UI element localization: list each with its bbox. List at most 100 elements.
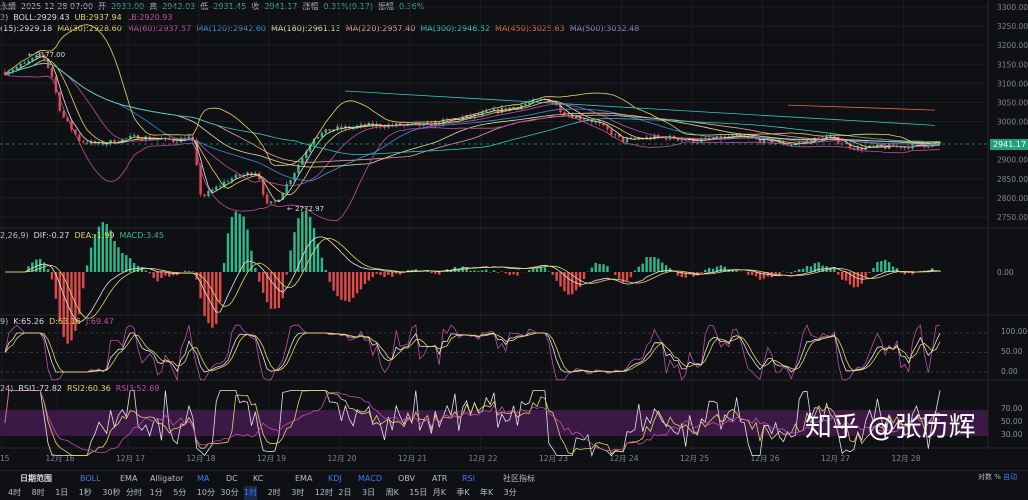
indicator-2[interactable]: EMA xyxy=(120,474,138,483)
date-tick: 12月 23 xyxy=(539,454,568,463)
candle xyxy=(359,124,363,126)
macd-bar xyxy=(574,272,578,291)
timeframe-2[interactable]: 1日 xyxy=(55,488,69,497)
indicator-9[interactable]: MACD xyxy=(358,474,382,483)
candle xyxy=(308,144,312,152)
macd-bar xyxy=(884,259,887,272)
price-tick: 3100.00 xyxy=(997,79,1028,88)
macd-bar xyxy=(469,270,472,272)
candle xyxy=(19,63,22,67)
indicator-6[interactable]: KC xyxy=(253,474,264,483)
rsi1: RSI1:72.82 xyxy=(18,384,62,393)
timeframe-11[interactable]: 2时 xyxy=(267,488,281,497)
candle xyxy=(35,55,38,58)
chart-canvas[interactable]: 3300.00 3250.00 3200.00 3150.00 3100.00 3050.… xyxy=(0,0,1028,470)
log-scale-toggle[interactable]: 对数 xyxy=(978,473,992,481)
candle xyxy=(109,139,112,144)
candle xyxy=(598,121,601,124)
timeframe-4[interactable]: 30秒 xyxy=(102,488,121,497)
macd-bar xyxy=(590,267,594,272)
percent-toggle[interactable]: % xyxy=(994,473,1001,481)
date-tick: 12月 18 xyxy=(187,454,216,463)
indicator-4[interactable]: MA xyxy=(197,474,210,483)
indicator-10[interactable]: OBV xyxy=(398,474,416,483)
macd-bar xyxy=(731,270,734,272)
candle xyxy=(140,139,144,141)
macd-bar xyxy=(125,255,128,272)
timeframe-13[interactable]: 12时 xyxy=(314,488,333,497)
indicator-12[interactable]: RSI xyxy=(462,474,475,483)
candle xyxy=(58,92,61,111)
date-tick: 12月 20 xyxy=(328,454,357,463)
candle xyxy=(641,138,644,140)
indicator-3[interactable]: Alligator xyxy=(150,474,184,483)
timeframe-16[interactable]: 周K xyxy=(385,488,399,497)
indicator-0[interactable]: 日期范围 xyxy=(20,474,52,483)
timeframe-21[interactable]: 3分 xyxy=(503,488,517,497)
timeframe-1[interactable]: 8时 xyxy=(31,488,45,497)
ma-legend-item: MA(300):2946.52 xyxy=(420,24,491,33)
timeframe-12[interactable]: 3时 xyxy=(291,488,305,497)
indicator-1[interactable]: BOLL xyxy=(80,474,101,483)
ma-line xyxy=(4,59,941,196)
auto-scale-toggle[interactable]: 自动 xyxy=(1003,473,1018,481)
macd-bar xyxy=(488,272,492,273)
timeframe-10[interactable]: 1时 xyxy=(244,486,258,500)
macd-bar xyxy=(477,271,480,272)
candle xyxy=(762,138,766,143)
candle xyxy=(707,137,711,139)
rsi-tick: 70.00 xyxy=(1001,404,1023,413)
indicator-11[interactable]: ATR xyxy=(432,474,448,483)
macd-bar xyxy=(512,272,515,275)
timeframe-20[interactable]: 年K xyxy=(480,488,494,497)
indicator-5[interactable]: DC xyxy=(226,474,238,483)
macd-bar xyxy=(218,272,222,303)
timeframe-19[interactable]: 季K xyxy=(456,488,470,497)
macd-bar xyxy=(50,272,54,280)
macd-bar xyxy=(430,272,433,274)
candle xyxy=(469,114,472,117)
macd-bar xyxy=(89,247,93,272)
macd-bar xyxy=(140,267,144,272)
timeframe-9[interactable]: 30分 xyxy=(220,488,239,497)
candle xyxy=(844,143,848,144)
date-tick: 12月 21 xyxy=(398,454,427,463)
macd-bar xyxy=(559,272,562,287)
candle xyxy=(602,123,605,126)
timeframe-6[interactable]: 1分 xyxy=(149,488,163,497)
ma300-line xyxy=(344,90,936,126)
macd-bar xyxy=(794,271,797,272)
timeframe-0[interactable]: 4时 xyxy=(8,488,22,497)
timeframe-8[interactable]: 10分 xyxy=(196,488,215,497)
macd-bar xyxy=(324,269,327,272)
timeframe-5[interactable]: 分时 xyxy=(126,488,142,497)
timeframe-14[interactable]: 2日 xyxy=(338,488,352,497)
macd-value: MACD:3.45 xyxy=(119,231,164,240)
macd-bar xyxy=(934,271,938,272)
candle xyxy=(582,119,586,121)
indicator-8[interactable]: KDJ xyxy=(328,474,342,483)
candle xyxy=(250,172,253,176)
macd-bar xyxy=(285,272,288,275)
macd-dif: DIF:-0.27 xyxy=(33,231,70,240)
ma-legend-item: MA(450):3025.63 xyxy=(495,24,565,33)
macd-bar xyxy=(715,266,719,272)
candle xyxy=(547,98,550,102)
timeframe-18[interactable]: 月K xyxy=(432,488,447,497)
macd-bar xyxy=(496,272,500,273)
indicator-13[interactable]: 社区指标 xyxy=(503,474,535,483)
macd-bar xyxy=(833,268,836,272)
timeframe-17[interactable]: 15日 xyxy=(409,488,428,497)
ma-line xyxy=(4,62,940,168)
macd-bar xyxy=(668,268,672,272)
candle xyxy=(199,165,202,195)
candle xyxy=(301,158,304,166)
macd-bar xyxy=(704,269,707,272)
timeframe-3[interactable]: 1秒 xyxy=(78,488,92,497)
macd-bar xyxy=(105,223,108,272)
timeframe-7[interactable]: 5分 xyxy=(173,488,187,497)
price-tick: 3300.00 xyxy=(997,3,1028,12)
macd-bar xyxy=(531,268,535,272)
indicator-7[interactable]: EMA xyxy=(295,474,313,483)
timeframe-15[interactable]: 3日 xyxy=(362,488,376,497)
